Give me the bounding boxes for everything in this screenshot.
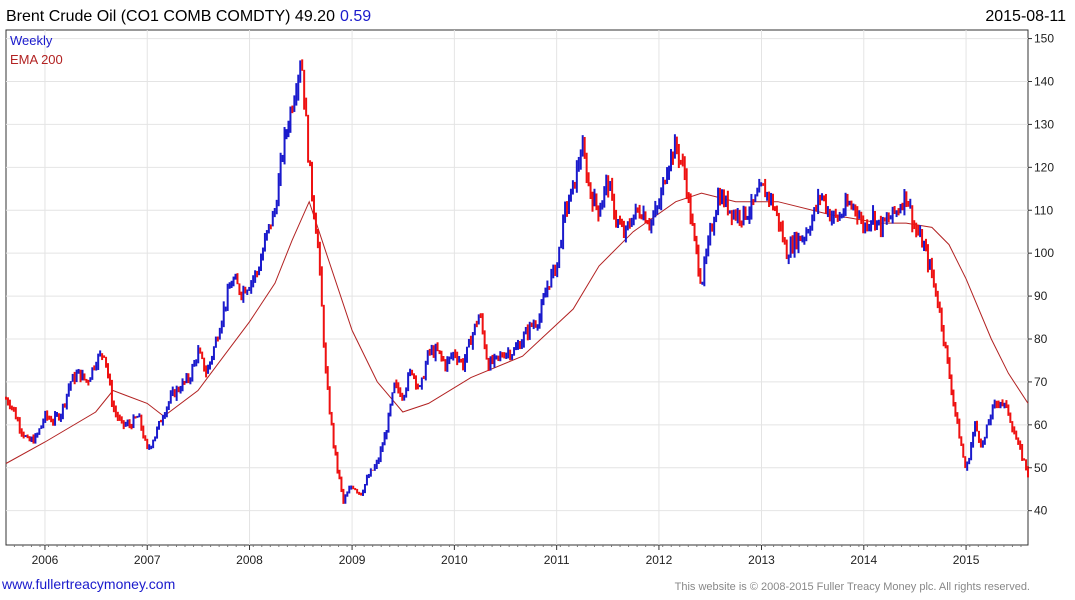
y-tick-label: 110 — [1034, 203, 1053, 217]
legend-ema: EMA 200 — [10, 52, 63, 67]
y-tick-label: 40 — [1034, 504, 1048, 518]
y-tick-label: 90 — [1034, 289, 1048, 303]
y-tick-label: 140 — [1034, 75, 1054, 89]
x-tick-label: 2010 — [441, 553, 468, 567]
footer-copyright: This website is © 2008-2015 Fuller Treac… — [675, 581, 1030, 593]
y-tick-label: 150 — [1034, 32, 1054, 46]
y-tick-label: 70 — [1034, 375, 1048, 389]
axes: 40 50 60 70 80 90 100 110 120 130 140 150 2006 2007 20… — [13, 32, 1054, 567]
chart-date: 2015-08-11 — [985, 8, 1066, 25]
chart-title-main: Brent Crude Oil (CO1 COMB COMDTY) 49.20 — [6, 8, 335, 25]
y-tick-label: 80 — [1034, 332, 1048, 346]
x-tick-label: 2012 — [646, 553, 673, 567]
title-bar: Brent Crude Oil (CO1 COMB COMDTY) 49.20 0… — [6, 8, 1066, 25]
x-tick-label: 2011 — [544, 553, 570, 567]
y-tick-label: 130 — [1034, 117, 1054, 131]
x-tick-label: 2009 — [339, 553, 366, 567]
x-tick-label: 2014 — [850, 553, 877, 567]
x-tick-label: 2006 — [32, 553, 59, 567]
y-tick-label: 100 — [1034, 246, 1054, 260]
legend-weekly: Weekly — [10, 33, 53, 48]
x-tick-label: 2015 — [953, 553, 980, 567]
x-tick-label: 2007 — [134, 553, 161, 567]
chart-title-change: 0.59 — [340, 8, 371, 25]
x-tick-label: 2013 — [748, 553, 775, 567]
grid — [6, 30, 1028, 545]
weekly-series — [5, 59, 1029, 504]
x-tick-label: 2008 — [236, 553, 263, 567]
chart-title: Brent Crude Oil (CO1 COMB COMDTY) 49.20 0… — [6, 8, 371, 25]
plot-frame — [5, 29, 1029, 546]
y-tick-label: 50 — [1034, 461, 1048, 475]
footer-website[interactable]: www.fullertreacymoney.com — [1, 576, 175, 592]
y-tick-label: 120 — [1034, 160, 1054, 174]
y-tick-label: 60 — [1034, 418, 1048, 432]
